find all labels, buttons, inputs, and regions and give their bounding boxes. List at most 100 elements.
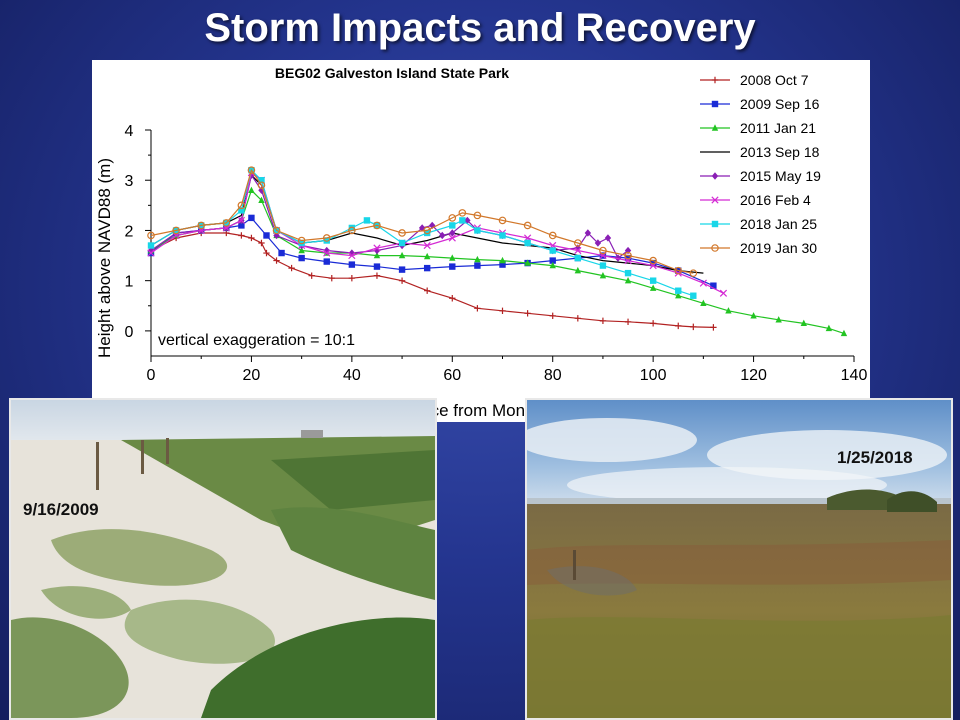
x-tick-label: 20 <box>243 367 261 384</box>
data-point-6 <box>363 217 371 224</box>
data-point-6 <box>258 177 265 184</box>
data-point-7 <box>448 214 457 222</box>
x-tick-label: 0 <box>147 367 156 384</box>
data-point-2 <box>725 307 732 314</box>
data-point-1 <box>649 259 657 267</box>
x-tick-label: 40 <box>343 367 361 384</box>
data-point-0 <box>258 239 265 247</box>
data-point-0 <box>710 324 717 331</box>
slide-title: Storm Impacts and Recovery <box>204 6 756 50</box>
beach-photo-2009: 9/16/2009 <box>9 398 437 720</box>
data-point-1 <box>263 232 270 239</box>
data-point-0 <box>599 317 607 325</box>
data-point-1 <box>373 263 381 270</box>
data-point-1 <box>298 254 305 262</box>
data-point-0 <box>263 249 270 257</box>
beach-photo-2009-image <box>11 400 435 718</box>
data-point-2 <box>423 252 431 260</box>
data-point-0 <box>574 315 582 322</box>
photo-date-2018: 1/25/2018 <box>837 448 913 467</box>
data-point-5 <box>323 249 331 257</box>
data-point-0 <box>675 322 682 330</box>
data-point-2 <box>750 312 757 319</box>
data-point-0 <box>690 323 697 331</box>
data-point-5 <box>373 244 381 252</box>
data-point-2 <box>298 246 305 254</box>
data-point-0 <box>373 272 381 279</box>
data-point-7 <box>322 234 331 242</box>
data-point-7 <box>649 256 657 265</box>
data-point-7 <box>674 266 683 275</box>
data-point-1 <box>474 262 481 269</box>
data-point-0 <box>273 257 280 264</box>
data-point-1 <box>238 222 245 229</box>
data-point-4 <box>449 229 456 237</box>
data-point-5 <box>448 234 456 242</box>
data-point-1 <box>278 249 285 257</box>
profile-chart: 0 20 40 60 80 100 120 140 0 1 2 3 4 Distance from Mon… <box>92 60 870 422</box>
legend-marker-2 <box>711 124 719 131</box>
legend-marker-1 <box>711 100 719 108</box>
beach-photo-2018: 1/25/2018 <box>525 398 953 720</box>
data-point-6 <box>423 229 431 237</box>
series-line-7 <box>150 168 694 274</box>
y-tick-label: 3 <box>125 173 134 190</box>
data-point-2 <box>675 292 682 299</box>
data-point-4 <box>323 246 330 255</box>
legend-label-7: 2019 Jan 30 <box>740 240 817 256</box>
data-point-7 <box>237 201 246 210</box>
legend-label-6: 2018 Jan 25 <box>740 216 817 232</box>
data-point-7 <box>398 229 406 237</box>
y-tick-label: 1 <box>125 274 134 291</box>
data-point-0 <box>398 277 406 284</box>
data-point-0 <box>248 234 255 242</box>
data-point-7 <box>247 166 256 174</box>
series-line-2 <box>150 189 845 334</box>
data-point-7 <box>197 221 206 230</box>
x-tick-label: 120 <box>740 367 767 384</box>
data-point-6 <box>624 269 632 277</box>
data-point-6 <box>499 232 506 239</box>
data-point-6 <box>459 217 466 224</box>
data-point-6 <box>449 222 456 229</box>
data-point-0 <box>348 274 356 282</box>
data-point-2 <box>474 255 481 263</box>
data-point-6 <box>690 292 697 299</box>
x-tick-label: 60 <box>443 367 461 384</box>
y-tick-label: 2 <box>125 223 134 240</box>
data-point-6 <box>549 247 556 254</box>
data-point-4 <box>258 186 265 194</box>
data-point-1 <box>549 257 556 264</box>
data-point-1 <box>248 214 255 222</box>
data-point-7 <box>272 226 281 235</box>
data-point-0 <box>549 312 556 320</box>
chart-annotation: vertical exaggeration = 10:1 <box>158 332 355 349</box>
data-point-6 <box>323 237 330 244</box>
data-point-7 <box>297 236 306 245</box>
data-point-6 <box>298 239 305 247</box>
data-point-2 <box>449 254 456 261</box>
data-point-4 <box>624 246 632 255</box>
data-point-0 <box>499 307 506 314</box>
legend-label-5: 2016 Feb 4 <box>740 192 811 208</box>
legend-marker-7 <box>711 244 719 252</box>
legend-label-0: 2008 Oct 7 <box>740 72 809 88</box>
data-point-6 <box>574 254 582 262</box>
data-point-1 <box>449 263 456 270</box>
legend-marker-6 <box>711 220 719 228</box>
data-point-2 <box>373 251 381 259</box>
data-point-7 <box>574 239 582 247</box>
data-point-5 <box>699 279 707 287</box>
data-point-0 <box>328 274 335 282</box>
data-point-5 <box>574 246 582 255</box>
data-point-2 <box>840 329 848 337</box>
data-point-7 <box>624 251 632 260</box>
data-point-2 <box>258 196 265 204</box>
data-point-7 <box>599 246 607 255</box>
y-axis-label: Height above NAVD88 (m) <box>95 158 114 358</box>
data-point-6 <box>649 277 657 284</box>
data-point-7 <box>689 269 698 277</box>
data-point-7 <box>348 226 356 235</box>
data-point-2 <box>524 259 531 266</box>
